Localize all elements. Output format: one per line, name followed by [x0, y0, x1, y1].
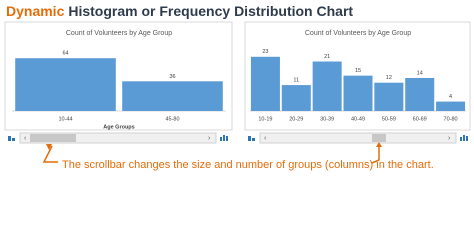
bar [122, 81, 223, 111]
bar [250, 56, 280, 111]
value-label: 64 [62, 51, 68, 57]
bar [436, 101, 466, 111]
title-prefix: Dynamic [6, 3, 65, 19]
value-label: 23 [262, 49, 268, 55]
caption: The scrollbar changes the size and numbe… [62, 159, 434, 171]
scrollbar[interactable]: ‹ › [248, 132, 468, 144]
x-axis-label: Age Groups [103, 124, 134, 130]
value-label: 21 [324, 54, 330, 60]
bar [343, 75, 373, 111]
chart-title: Count of Volunteers by Age Group [305, 30, 411, 37]
svg-text:›: › [208, 135, 211, 142]
page-title: Dynamic Histogram or Frequency Distributi… [6, 3, 353, 19]
x-tick-label: 10-44 [58, 116, 72, 122]
title-main: Histogram or Frequency Distribution Char… [68, 3, 353, 19]
x-tick-label: 20-29 [289, 116, 303, 122]
svg-text:›: › [448, 135, 451, 142]
value-label: 14 [417, 70, 423, 76]
scrollbar[interactable]: ‹ › [8, 132, 228, 144]
bar [374, 82, 404, 111]
x-tick-label: 45-80 [165, 116, 179, 122]
arrow-head [46, 144, 52, 150]
x-tick-label: 40-49 [351, 116, 365, 122]
page: Dynamic Histogram or Frequency Distributi… [4, 3, 471, 171]
x-tick-label: 60-69 [413, 116, 427, 122]
chart-title: Count of Volunteers by Age Group [66, 30, 172, 37]
arrow [371, 146, 380, 164]
bar [281, 85, 311, 111]
svg-text:‹: ‹ [264, 135, 267, 142]
x-tick-label: 30-39 [320, 116, 334, 122]
bar [405, 78, 435, 111]
value-label: 36 [169, 74, 175, 80]
x-tick-label: 10-19 [258, 116, 272, 122]
value-label: 4 [449, 94, 452, 100]
bar [312, 61, 342, 111]
bar [15, 58, 116, 111]
x-tick-label: 70-80 [444, 116, 458, 122]
arrow-head [376, 142, 382, 147]
value-label: 11 [293, 78, 299, 84]
arrow [42, 145, 58, 163]
value-label: 12 [386, 75, 392, 81]
x-tick-label: 50-59 [382, 116, 396, 122]
value-label: 15 [355, 68, 361, 74]
svg-text:‹: ‹ [24, 135, 27, 142]
